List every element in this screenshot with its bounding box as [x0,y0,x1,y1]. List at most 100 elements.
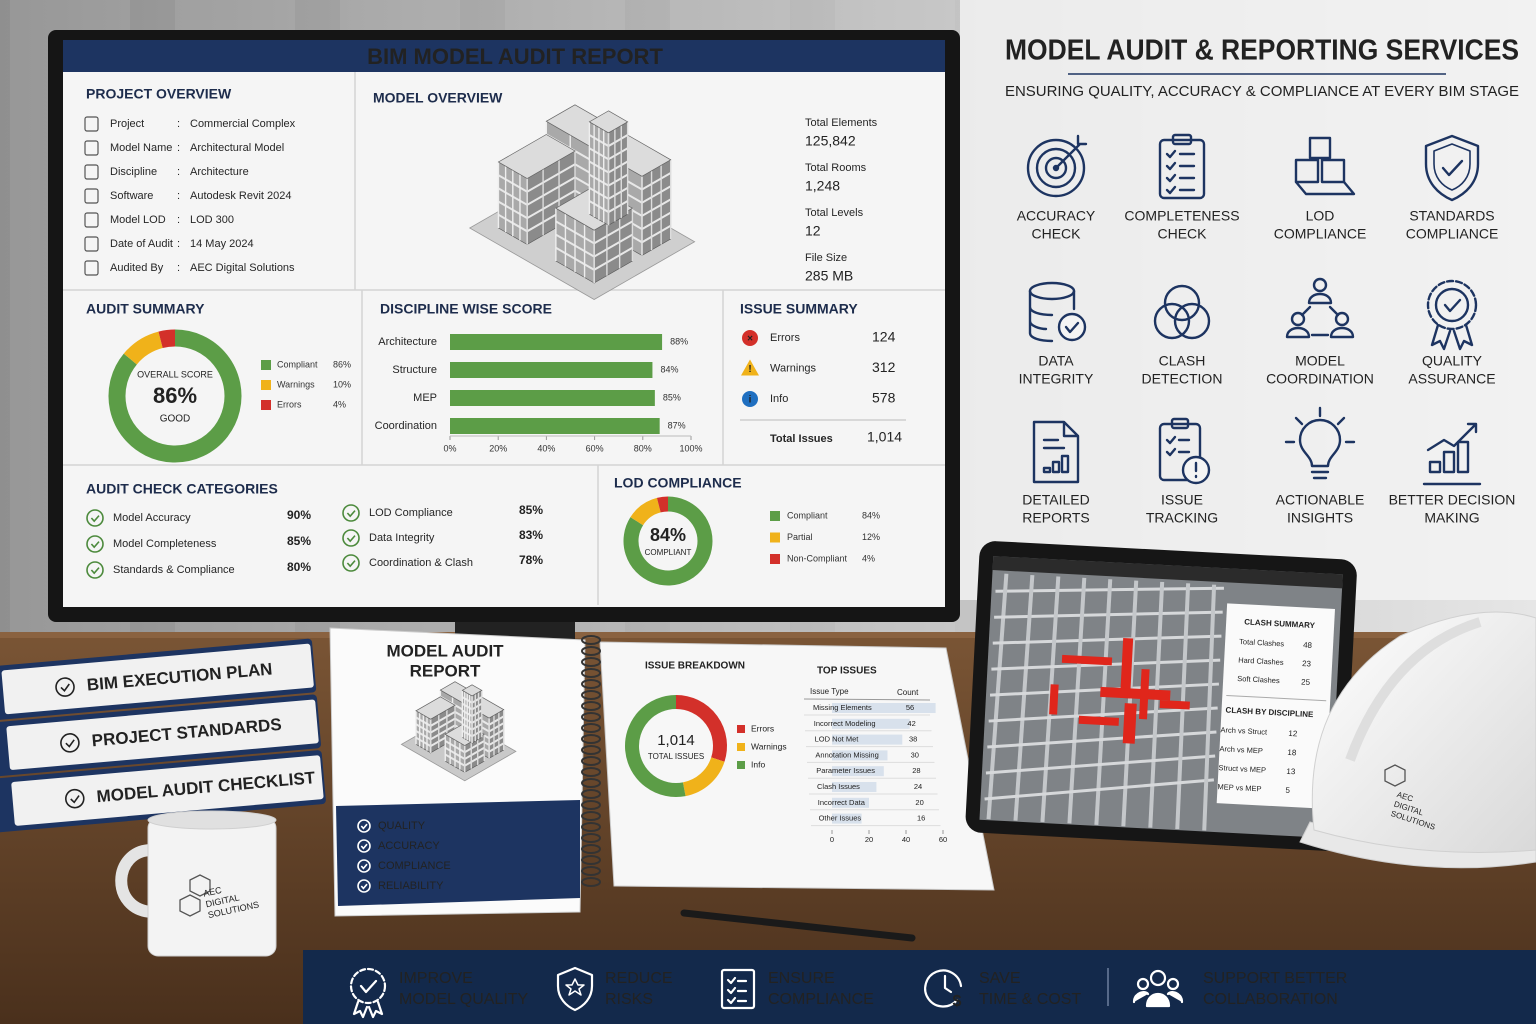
icon-stroke [1441,159,1464,177]
structure-beam [987,730,1217,749]
check-icon [60,733,80,753]
issue-count: 30 [911,750,919,759]
check-icon [64,788,85,809]
spiral-ring [581,833,601,843]
donut-segment [123,331,164,365]
field-value: Architecture [190,166,249,178]
donut-center-label: TOTAL ISSUES [648,752,704,761]
banner-icon-stroke [726,976,748,985]
legend-swatch [261,360,271,370]
legend-swatch [770,511,780,521]
spiral-ring [581,778,601,788]
service-icon [1153,284,1211,340]
spiral-ring [581,844,601,854]
clash-count: 23 [1302,659,1312,668]
service-label: DATA [1038,353,1074,369]
icon-stroke [1442,450,1456,474]
service-label: CHECK [1031,226,1081,242]
check-mark [60,683,70,692]
check-mark [65,739,75,748]
monitor: BIM MODEL AUDIT REPORT PROJECT OVERVIEW Pr… [48,30,960,640]
clash-element [1078,715,1120,726]
banner-icon-stroke [720,968,756,1010]
banner-icon-stroke [1166,977,1180,991]
icon-stroke [1428,460,1442,474]
icon-stroke [1163,284,1201,322]
legend-name: Warnings [277,379,315,389]
check-icon [357,859,371,873]
field-name: Software [110,190,153,202]
section-heading: PROJECT OVERVIEW [86,86,232,102]
donut-center-score: 84% [650,525,686,545]
x-tick-label: 60 [939,835,947,844]
banner-icon-stroke [924,969,963,1008]
spiral-ring [581,756,601,766]
check-mark [90,541,100,549]
clash-count: 18 [1287,748,1297,757]
legend-name: Partial [787,532,813,542]
check-icon [357,839,371,853]
check-icon [342,529,360,547]
legend-name: Info [751,759,765,769]
icon-stroke [1057,312,1087,342]
icon-stroke [1294,416,1304,426]
structure-column [986,573,1009,820]
spiral-ring [581,712,601,722]
service-label: COORDINATION [1266,371,1374,387]
field-value: LOD 300 [190,214,234,226]
donut-segment [158,329,176,349]
icon-stroke [1032,420,1080,484]
row-icon [84,212,99,228]
service-label: COMPLIANCE [1274,226,1367,242]
spiral-ring [581,734,601,744]
icon-stroke [1294,158,1320,184]
category-label: Architecture [378,336,437,348]
spiral-ring [581,701,601,711]
structure-beam [985,754,1216,775]
x-tick-label: 0 [830,835,834,844]
panel-rule [1226,694,1327,702]
icon-stroke [1042,466,1052,474]
clash-count: 25 [1301,677,1311,686]
clash-element [1061,654,1113,666]
section-heading: AUDIT CHECK CATEGORIES [86,481,278,497]
stat-value: 1,248 [805,178,840,194]
structure-column [1067,577,1087,824]
issue-type: Other Issues [819,814,862,823]
roof-slab [461,684,483,697]
monitor-screen [63,40,945,607]
clash-name: Soft Clashes [1237,674,1280,685]
issue-type: Clash Issues [817,782,860,791]
spiral-ring [581,866,601,876]
icon-stroke [1290,311,1306,327]
notebook-heading: TOP ISSUES [817,666,877,677]
mug-logo [179,874,211,917]
spiral-ring [581,635,601,645]
banner-background [303,950,1536,1024]
category-label: Coordination [375,420,437,432]
donut-segment [108,329,242,463]
check-icon [357,819,371,833]
clash-element [1138,668,1150,720]
issue-type: LOD Not Met [815,735,860,744]
issue-count: 28 [912,766,920,775]
tablet-toolbar [992,556,1343,589]
icon-stroke [1165,185,1196,195]
notebook-heading: ISSUE BREAKDOWN [645,661,745,672]
check-name: LOD Compliance [369,507,453,519]
icon-stroke [1044,156,1068,180]
icon-stroke [1165,149,1196,159]
field-value: 14 May 2024 [190,238,254,250]
check-name: Model Accuracy [113,512,191,524]
issue-icon [742,391,758,407]
issue-icon-glyph: ! [748,364,751,375]
service-label: INTEGRITY [1019,371,1094,387]
structure-beam [984,778,1215,801]
check-name: Model Completeness [113,538,217,550]
legend-name: Errors [277,399,302,409]
value-label: 84% [660,364,678,374]
bar [832,766,884,777]
hat-dome [1311,611,1536,853]
